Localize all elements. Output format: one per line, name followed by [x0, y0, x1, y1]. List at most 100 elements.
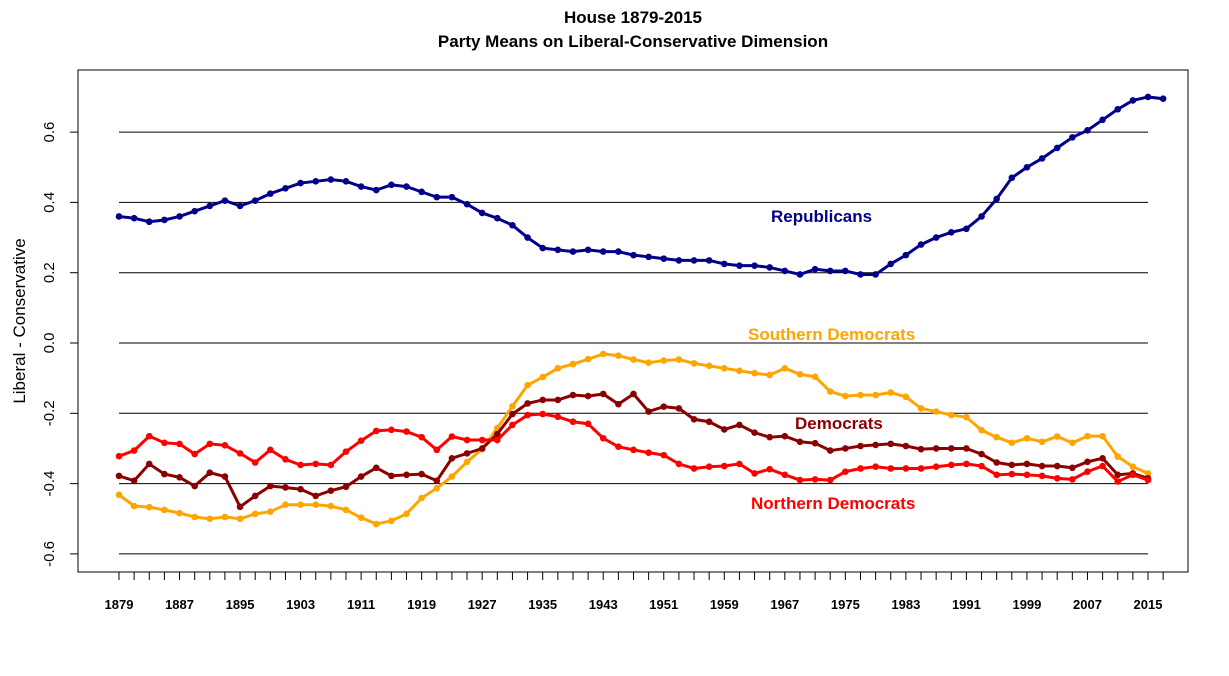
- data-point: [206, 469, 214, 477]
- data-point: [478, 436, 486, 444]
- data-point: [191, 482, 198, 490]
- data-point: [872, 463, 879, 471]
- data-point: [660, 451, 668, 459]
- data-point: [1144, 476, 1152, 484]
- x-tick-label: 1895: [226, 597, 255, 612]
- data-point: [736, 367, 743, 375]
- data-point: [599, 390, 607, 398]
- x-tick-label: 1975: [831, 597, 860, 612]
- data-point: [115, 452, 123, 460]
- data-point: [161, 439, 168, 447]
- data-point: [524, 234, 531, 241]
- data-point: [796, 476, 804, 484]
- data-point: [1053, 475, 1061, 482]
- data-point: [1129, 471, 1137, 479]
- data-point: [418, 433, 425, 441]
- data-point: [826, 447, 834, 454]
- data-point: [418, 494, 425, 502]
- y-axis-label: Liberal - Conservative: [10, 238, 29, 403]
- data-point: [599, 350, 607, 358]
- data-point: [993, 459, 1000, 466]
- data-point: [630, 446, 637, 454]
- data-point: [448, 433, 456, 440]
- data-point: [705, 463, 713, 471]
- data-point: [1069, 476, 1076, 483]
- data-point: [372, 464, 380, 472]
- data-point: [811, 373, 819, 381]
- x-tick-label: 1951: [649, 597, 678, 612]
- data-point: [145, 432, 153, 440]
- data-point: [902, 465, 910, 472]
- data-point: [161, 470, 168, 478]
- data-point: [811, 476, 819, 483]
- data-point: [251, 492, 259, 500]
- y-tick-label: -0.4: [41, 471, 58, 497]
- data-point: [327, 502, 335, 510]
- data-point: [857, 271, 864, 278]
- data-point: [826, 476, 834, 484]
- data-point: [947, 228, 955, 236]
- data-point: [720, 462, 728, 470]
- data-point: [176, 440, 183, 448]
- data-point: [1038, 462, 1046, 470]
- data-point: [615, 248, 622, 255]
- data-point: [130, 502, 138, 510]
- data-point: [191, 513, 198, 521]
- data-point: [176, 509, 183, 517]
- data-point: [766, 264, 773, 271]
- series-label: Northern Democrats: [751, 494, 915, 513]
- data-point: [842, 392, 849, 400]
- data-point: [1114, 105, 1122, 113]
- data-point: [448, 193, 456, 201]
- data-point: [796, 370, 804, 378]
- data-point: [433, 446, 441, 454]
- data-point: [539, 410, 547, 418]
- series-democrats: [115, 390, 1152, 511]
- data-point: [584, 355, 592, 363]
- data-point: [751, 429, 758, 436]
- x-tick-label: 1887: [165, 597, 194, 612]
- data-point: [403, 428, 410, 435]
- data-point: [342, 483, 350, 491]
- data-point: [887, 465, 895, 472]
- data-point: [463, 450, 471, 457]
- data-point: [569, 418, 577, 426]
- data-point: [660, 403, 668, 410]
- data-point: [1008, 439, 1016, 447]
- y-tick-label: 0.2: [41, 262, 58, 283]
- data-point: [1084, 468, 1091, 475]
- data-point: [887, 389, 895, 396]
- data-point: [539, 373, 547, 381]
- data-point: [932, 445, 940, 452]
- data-point: [130, 447, 138, 454]
- data-point: [448, 473, 456, 480]
- data-point: [1144, 93, 1152, 101]
- data-point: [494, 214, 501, 222]
- x-tick-label: 1935: [528, 597, 557, 612]
- series-line: [118, 352, 1149, 526]
- data-point: [842, 267, 849, 275]
- data-point: [554, 396, 562, 404]
- data-point: [267, 446, 274, 454]
- data-point: [796, 271, 804, 278]
- data-point: [720, 365, 728, 372]
- data-point: [282, 484, 289, 491]
- data-point: [1099, 462, 1106, 470]
- data-point: [917, 405, 925, 412]
- data-point: [584, 392, 592, 400]
- data-point: [796, 438, 804, 446]
- data-point: [1023, 434, 1031, 442]
- data-point: [312, 178, 320, 185]
- y-tick-label: 0.4: [41, 192, 58, 213]
- data-point: [388, 181, 395, 189]
- x-tick-label: 1911: [347, 597, 375, 612]
- data-point: [569, 360, 577, 368]
- data-point: [1038, 155, 1046, 162]
- data-point: [1008, 470, 1016, 478]
- data-point: [433, 477, 441, 485]
- data-point: [115, 472, 123, 480]
- series-label: Republicans: [771, 207, 872, 226]
- data-point: [372, 186, 380, 194]
- data-point: [1084, 432, 1091, 440]
- data-point: [978, 450, 985, 458]
